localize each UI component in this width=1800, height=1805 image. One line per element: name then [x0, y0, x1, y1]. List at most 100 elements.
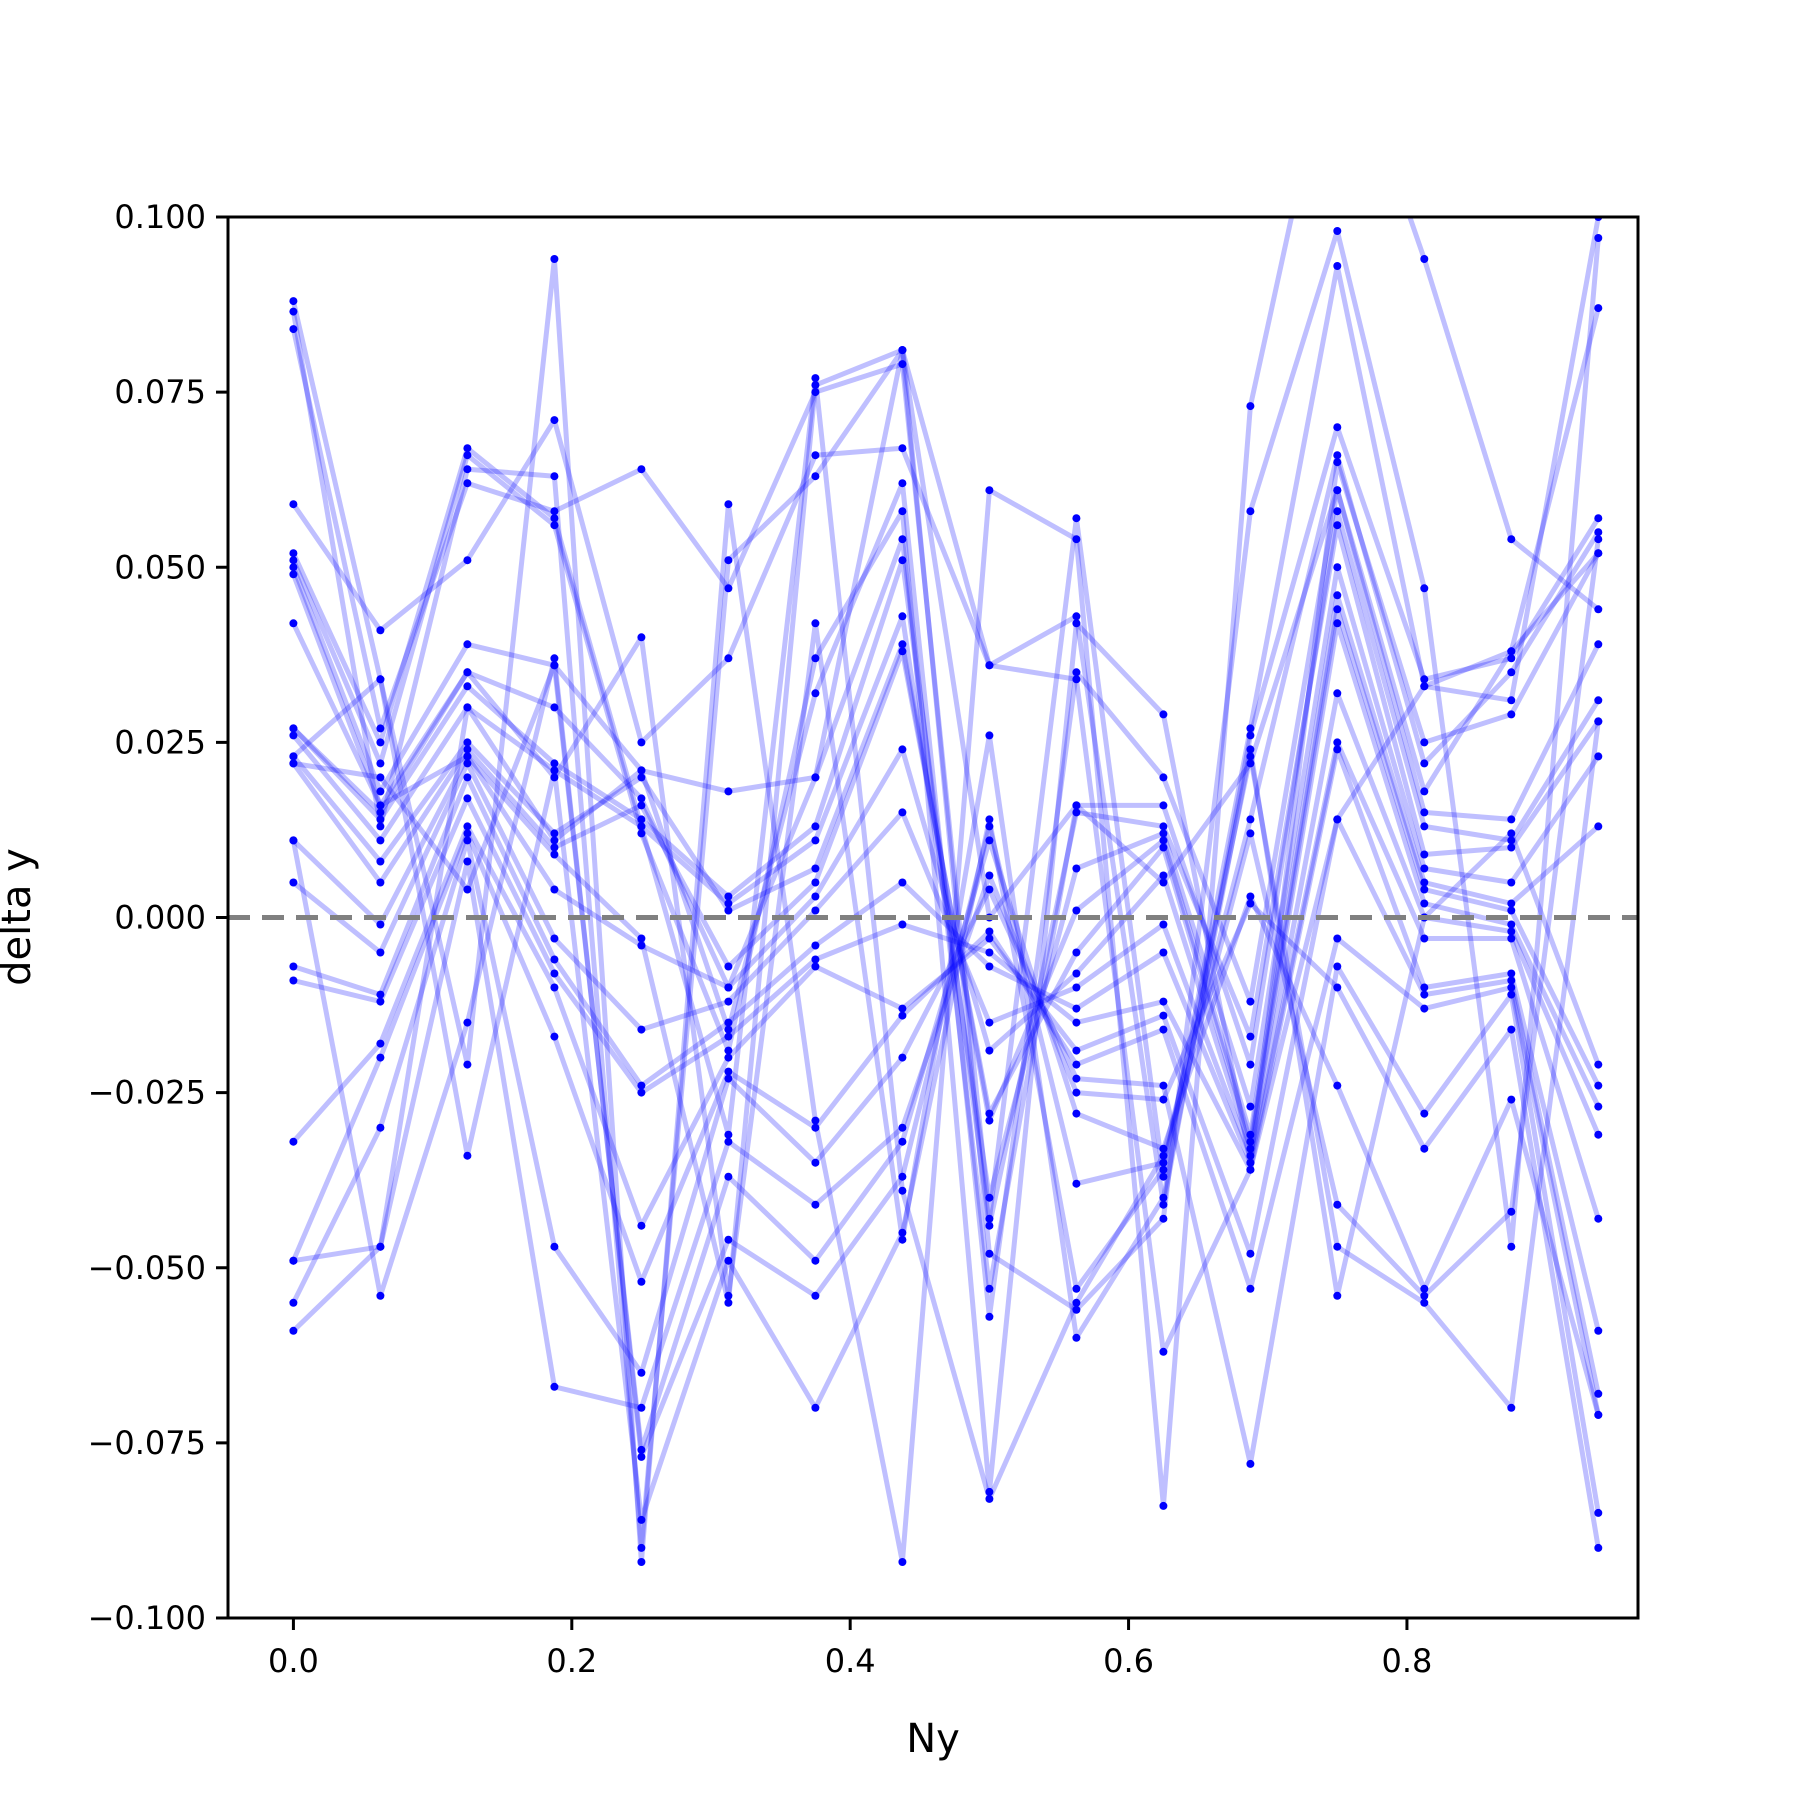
- y-tick-label: −0.025: [88, 1074, 206, 1112]
- data-point: [550, 969, 559, 978]
- data-point: [550, 836, 559, 845]
- data-point: [811, 451, 820, 460]
- data-point: [1507, 836, 1516, 845]
- data-point: [724, 1130, 733, 1139]
- data-point: [289, 1298, 298, 1307]
- data-point: [1333, 3, 1341, 11]
- data-point: [376, 759, 385, 768]
- data-point: [1159, 710, 1168, 719]
- data-point: [724, 500, 733, 509]
- data-point: [1072, 1333, 1081, 1342]
- data-point: [898, 1123, 907, 1132]
- series-line-4: [291, 417, 1601, 1208]
- series-line-18: [291, 830, 1601, 1416]
- data-point: [376, 920, 385, 929]
- data-point: [1333, 423, 1342, 432]
- data-point: [1072, 801, 1081, 810]
- data-point: [289, 836, 298, 845]
- data-point: [1072, 1060, 1081, 1069]
- data-point: [463, 885, 472, 894]
- data-point: [1072, 619, 1081, 628]
- data-point: [898, 1172, 907, 1181]
- data-point: [1420, 983, 1429, 992]
- data-point: [811, 689, 820, 698]
- data-point: [1594, 1508, 1603, 1517]
- data-point: [898, 346, 907, 355]
- data-point: [811, 962, 820, 971]
- x-tick-label: 0.0: [268, 1642, 319, 1680]
- data-point: [1594, 1102, 1603, 1111]
- data-point: [1159, 1172, 1168, 1181]
- data-point: [463, 752, 472, 761]
- series-line-13: [291, 620, 1601, 1152]
- data-point: [1246, 997, 1255, 1006]
- data-point: [1420, 584, 1429, 593]
- data-point: [1420, 878, 1429, 887]
- data-point: [463, 738, 472, 747]
- data-point: [1159, 1214, 1168, 1223]
- data-point: [463, 451, 472, 460]
- data-point: [1594, 717, 1603, 726]
- data-point: [289, 1256, 298, 1265]
- data-point: [985, 1193, 994, 1202]
- data-point: [1594, 304, 1603, 313]
- data-point: [1333, 507, 1342, 516]
- data-point: [1246, 1137, 1255, 1146]
- data-point: [1159, 1501, 1168, 1510]
- data-point: [1246, 1459, 1255, 1468]
- data-point: [1333, 1291, 1342, 1300]
- data-point: [1420, 822, 1429, 831]
- data-point: [637, 941, 646, 950]
- data-point: [550, 654, 559, 663]
- data-point: [1333, 619, 1342, 628]
- series-line-1: [290, 217, 1600, 1565]
- data-point: [1246, 892, 1255, 901]
- data-point: [1072, 808, 1081, 817]
- data-point: [550, 1242, 559, 1251]
- data-point: [289, 976, 298, 985]
- data-point: [898, 612, 907, 621]
- x-tick-label: 0.4: [825, 1642, 876, 1680]
- data-point: [1507, 815, 1516, 824]
- data-point: [811, 906, 820, 915]
- data-point: [1594, 549, 1603, 558]
- data-point: [811, 836, 820, 845]
- data-point: [1246, 1249, 1255, 1258]
- data-point: [289, 1326, 298, 1335]
- data-point: [289, 549, 298, 558]
- data-point: [1246, 759, 1255, 768]
- x-axis-ticks: 0.0 0.2 0.4 0.6 0.8: [268, 1618, 1432, 1680]
- data-point: [724, 997, 733, 1006]
- data-point: [289, 731, 298, 740]
- x-tick-label: 0.8: [1381, 1642, 1432, 1680]
- data-point: [376, 815, 385, 824]
- data-point: [1333, 451, 1342, 460]
- data-point: [1420, 1109, 1429, 1118]
- data-point: [1333, 962, 1342, 971]
- data-point: [724, 1032, 733, 1041]
- data-point: [1246, 1284, 1255, 1293]
- data-point: [463, 479, 472, 488]
- data-point: [463, 836, 472, 845]
- data-point: [376, 1242, 385, 1251]
- data-point: [1333, 591, 1342, 600]
- data-point: [1072, 675, 1081, 684]
- data-point: [1246, 724, 1255, 733]
- data-point: [898, 878, 907, 887]
- data-point: [463, 857, 472, 866]
- data-point: [1333, 1200, 1342, 1209]
- data-point: [289, 962, 298, 971]
- data-point: [1333, 563, 1342, 572]
- data-point: [289, 556, 298, 565]
- data-point: [1420, 1144, 1429, 1153]
- series-line-19: [291, 837, 1601, 1514]
- data-point: [898, 647, 907, 656]
- series-line-6: [291, 452, 1601, 1495]
- data-point: [1507, 934, 1516, 943]
- data-point: [811, 654, 820, 663]
- data-point: [1594, 535, 1603, 544]
- data-point: [1420, 864, 1429, 873]
- data-point: [1507, 710, 1516, 719]
- data-point: [289, 307, 298, 316]
- data-point: [463, 703, 472, 712]
